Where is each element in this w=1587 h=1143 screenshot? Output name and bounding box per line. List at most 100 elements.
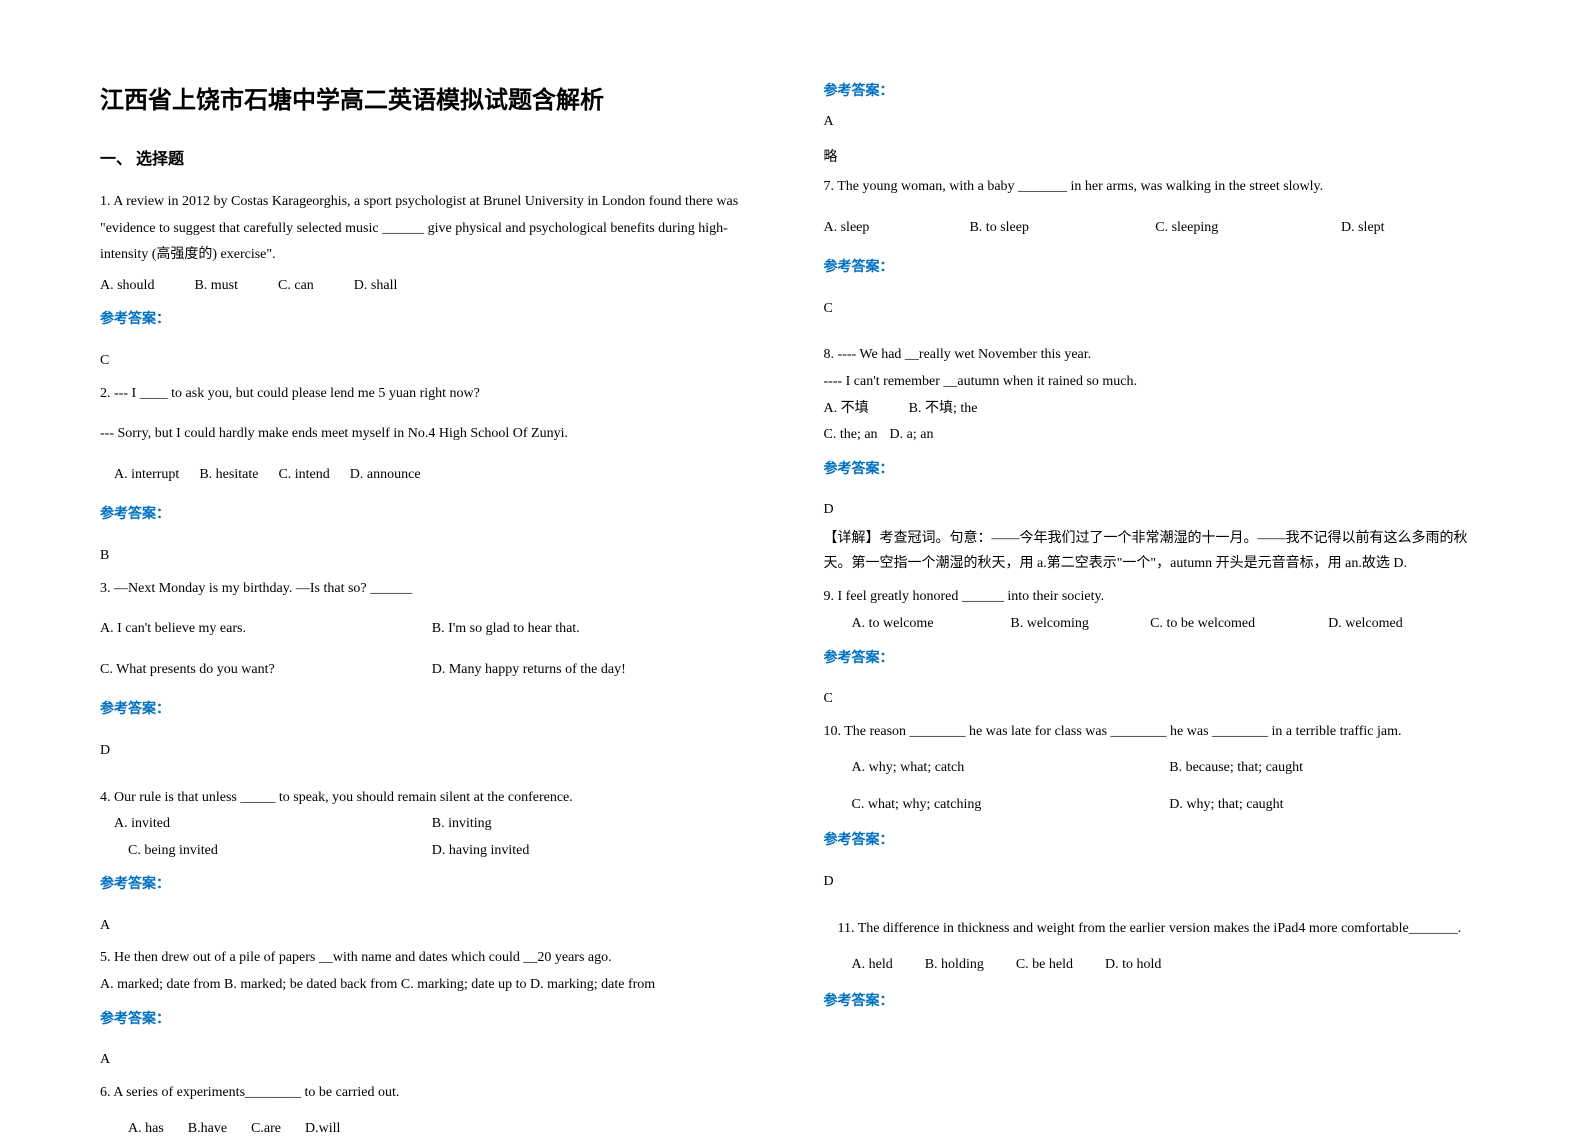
page-container: 江西省上饶市石塘中学高二英语模拟试题含解析 一、 选择题 1. A review… (100, 80, 1487, 1082)
options-row: A. to welcome B. welcoming C. to be welc… (824, 611, 1488, 638)
question-7: 7. The young woman, with a baby _______ … (824, 174, 1488, 324)
option-b: B. to sleep (969, 215, 1155, 242)
option-b: B. must (194, 273, 238, 300)
question-text: 1. A review in 2012 by Costas Karageorgh… (100, 189, 764, 269)
question-text: 6. A series of experiments________ to be… (100, 1080, 764, 1107)
question-5: 5. He then drew out of a pile of papers … (100, 945, 764, 1075)
option-d: D. why; that; caught (1169, 792, 1283, 819)
options-row: A. sleep B. to sleep C. sleeping D. slep… (824, 215, 1488, 242)
option-c: C.are (251, 1116, 281, 1143)
ref-answer-label: 参考答案： (100, 872, 764, 899)
options-row: C. what; why; catching D. why; that; cau… (824, 792, 1488, 819)
options-row: A. 不填 B. 不填; the (824, 396, 1488, 423)
question-6: 6. A series of experiments________ to be… (100, 1080, 764, 1143)
option-a: A. held (852, 952, 893, 979)
answer: A (100, 1047, 764, 1074)
question-text: 7. The young woman, with a baby _______ … (824, 174, 1488, 201)
option-a: A. interrupt (114, 462, 179, 489)
ref-answer-label: 参考答案： (824, 80, 1488, 100)
question-text: 5. He then drew out of a pile of papers … (100, 945, 764, 972)
option-b: B. I'm so glad to hear that. (432, 616, 580, 643)
answer: A (824, 114, 1488, 130)
option-a: A. sleep (824, 215, 970, 242)
left-column: 江西省上饶市石塘中学高二英语模拟试题含解析 一、 选择题 1. A review… (100, 80, 764, 1082)
answer: C (824, 296, 1488, 323)
options-row: A. invited B. inviting (100, 811, 764, 838)
ref-answer-label: 参考答案： (824, 646, 1488, 673)
answer: D (100, 738, 764, 765)
options-row: A. why; what; catch B. because; that; ca… (824, 755, 1488, 782)
answer-extra: 略 (824, 146, 1488, 166)
options-row: C. the; an D. a; an (824, 422, 1488, 449)
question-8: 8. ---- We had __really wet November thi… (824, 342, 1488, 576)
option-b: B. welcoming (1010, 611, 1150, 638)
option-a: A. why; what; catch (852, 755, 1170, 782)
option-d: D. announce (350, 462, 421, 489)
ref-answer-label: 参考答案： (100, 307, 764, 334)
answer: A (100, 913, 764, 940)
question-11: 11. The difference in thickness and weig… (824, 916, 1488, 1016)
options: A. marked; date from B. marked; be dated… (100, 972, 764, 999)
question-text: 9. I feel greatly honored ______ into th… (824, 584, 1488, 611)
option-d: D. having invited (432, 838, 530, 865)
options-row: A. interrupt B. hesitate C. intend D. an… (100, 462, 764, 489)
options-row: A. I can't believe my ears. B. I'm so gl… (100, 616, 764, 643)
options-row: A. should B. must C. can D. shall (100, 273, 764, 300)
question-line1: 8. ---- We had __really wet November thi… (824, 342, 1488, 369)
option-c: C. can (278, 273, 314, 300)
option-c: C. what; why; catching (852, 792, 1170, 819)
options-row: C. being invited D. having invited (100, 838, 764, 865)
option-c: C. sleeping (1155, 215, 1341, 242)
option-a: A. to welcome (852, 611, 1011, 638)
answer: C (824, 686, 1488, 713)
option-c: C. the; an (824, 422, 878, 449)
ref-answer-label: 参考答案： (100, 697, 764, 724)
option-b: B. holding (925, 952, 984, 979)
explanation: 【详解】考查冠词。句意：——今年我们过了一个非常潮湿的十一月。——我不记得以前有… (824, 526, 1488, 576)
ref-answer-label: 参考答案： (100, 502, 764, 529)
option-d: D. slept (1341, 215, 1385, 242)
option-b: B. inviting (432, 811, 492, 838)
question-2: 2. --- I ____ to ask you, but could plea… (100, 381, 764, 572)
option-c: C. intend (278, 462, 329, 489)
question-10: 10. The reason ________ he was late for … (824, 719, 1488, 898)
right-column: 参考答案： A 略 7. The young woman, with a bab… (824, 80, 1488, 1082)
option-a: A. invited (100, 811, 432, 838)
option-a: A. I can't believe my ears. (100, 616, 432, 643)
option-c: C. being invited (100, 838, 432, 865)
option-a: A. has (128, 1116, 164, 1143)
option-b: B. hesitate (199, 462, 258, 489)
ref-answer-label: 参考答案： (824, 989, 1488, 1016)
option-d: D. welcomed (1328, 611, 1403, 638)
options-row: A. has B.have C.are D.will (100, 1116, 764, 1143)
answer: B (100, 543, 764, 570)
question-text: 11. The difference in thickness and weig… (824, 916, 1488, 943)
option-a: A. 不填 (824, 396, 869, 423)
option-c: C. to be welcomed (1150, 611, 1328, 638)
answer: D (824, 869, 1488, 896)
ref-answer-label: 参考答案： (824, 828, 1488, 855)
question-line1: 2. --- I ____ to ask you, but could plea… (100, 381, 764, 408)
option-c: C. What presents do you want? (100, 657, 432, 684)
option-d: D. Many happy returns of the day! (432, 657, 626, 684)
option-d: D.will (305, 1116, 340, 1143)
option-b: B.have (188, 1116, 227, 1143)
option-b: B. because; that; caught (1169, 755, 1303, 782)
page-title: 江西省上饶市石塘中学高二英语模拟试题含解析 (100, 80, 764, 115)
question-9: 9. I feel greatly honored ______ into th… (824, 584, 1488, 714)
ref-answer-label: 参考答案： (824, 255, 1488, 282)
question-text: 10. The reason ________ he was late for … (824, 719, 1488, 746)
section-header: 一、 选择题 (100, 145, 764, 169)
question-3: 3. —Next Monday is my birthday. —Is that… (100, 576, 764, 767)
ref-answer-label: 参考答案： (824, 457, 1488, 484)
options-row: A. held B. holding C. be held D. to hold (824, 952, 1488, 979)
option-a: A. should (100, 273, 154, 300)
question-line2: --- Sorry, but I could hardly make ends … (100, 421, 764, 448)
ref-answer-label: 参考答案： (100, 1007, 764, 1034)
question-1: 1. A review in 2012 by Costas Karageorgh… (100, 189, 764, 377)
answer: D (824, 497, 1488, 524)
question-text: 4. Our rule is that unless _____ to spea… (100, 785, 764, 812)
option-c: C. be held (1016, 952, 1073, 979)
question-line2: ---- I can't remember __autumn when it r… (824, 369, 1488, 396)
option-d: D. a; an (890, 422, 934, 449)
